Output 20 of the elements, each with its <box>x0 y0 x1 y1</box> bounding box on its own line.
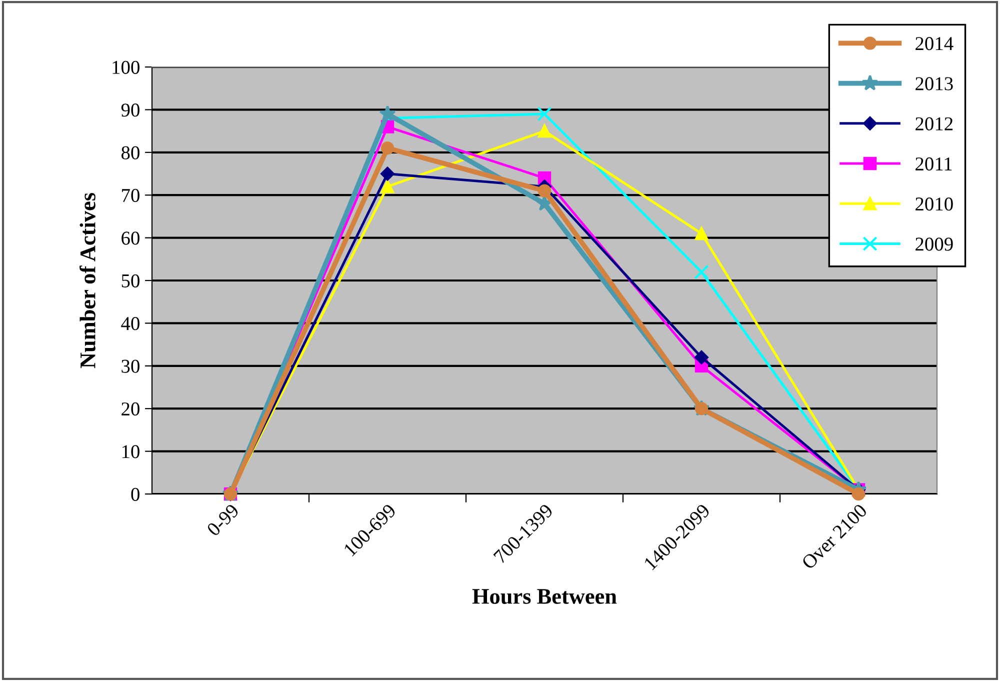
y-tick-label: 50 <box>122 274 140 288</box>
y-tick-label: 90 <box>121 104 140 117</box>
legend-label: 2011 <box>916 157 952 171</box>
y-tick-label: 70 <box>122 188 140 202</box>
x-axis-title: Hours Between <box>472 589 617 604</box>
legend-label: 2013 <box>916 77 953 90</box>
y-axis-title: Number of Actives <box>80 192 96 368</box>
y-tick-label: 20 <box>122 402 140 416</box>
y-tick-label: 60 <box>122 232 140 245</box>
y-tick-label: 0 <box>131 488 140 501</box>
y-tick-label: 80 <box>121 146 140 160</box>
y-tick-label: 30 <box>122 360 140 373</box>
legend-label: 2010 <box>916 198 953 211</box>
legend-label: 2014 <box>916 37 954 50</box>
y-tick-label: 40 <box>121 317 140 330</box>
legend-label: 2009 <box>916 238 953 251</box>
x-tick-label: 0-99 <box>206 503 240 537</box>
y-tick-label: 100 <box>112 60 140 74</box>
legend-label: 2012 <box>916 117 953 130</box>
y-tick-label: 10 <box>122 445 140 458</box>
